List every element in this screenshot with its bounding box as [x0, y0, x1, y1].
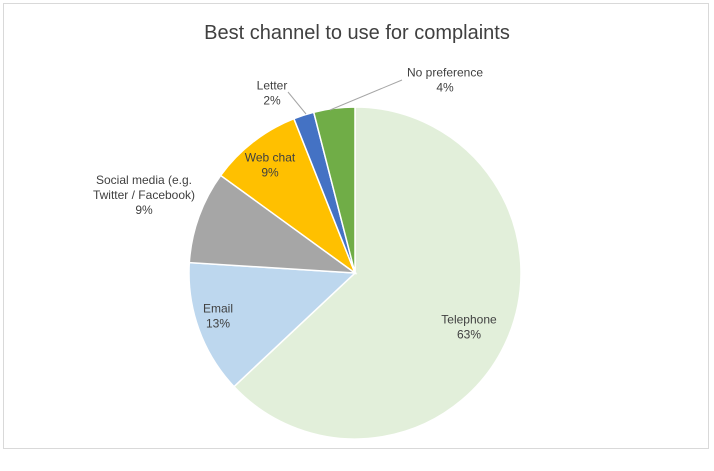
pie-slice [188, 174, 358, 274]
slice-label: Email 13% [203, 302, 233, 331]
slice-label: Web chat 9% [245, 151, 296, 180]
pie-slice [219, 117, 357, 276]
leader-line [287, 91, 307, 115]
pie-slice [188, 261, 357, 388]
leader-line [329, 79, 403, 111]
pie-slice [232, 106, 522, 440]
slice-label: Letter 2% [257, 79, 288, 108]
slice-label: No preference 4% [407, 66, 483, 95]
chart-title: Best channel to use for complaints [204, 22, 510, 44]
slice-label: Social media (e.g. Twitter / Facebook) 9% [93, 173, 195, 217]
slice-label: Telephone 63% [441, 313, 497, 342]
